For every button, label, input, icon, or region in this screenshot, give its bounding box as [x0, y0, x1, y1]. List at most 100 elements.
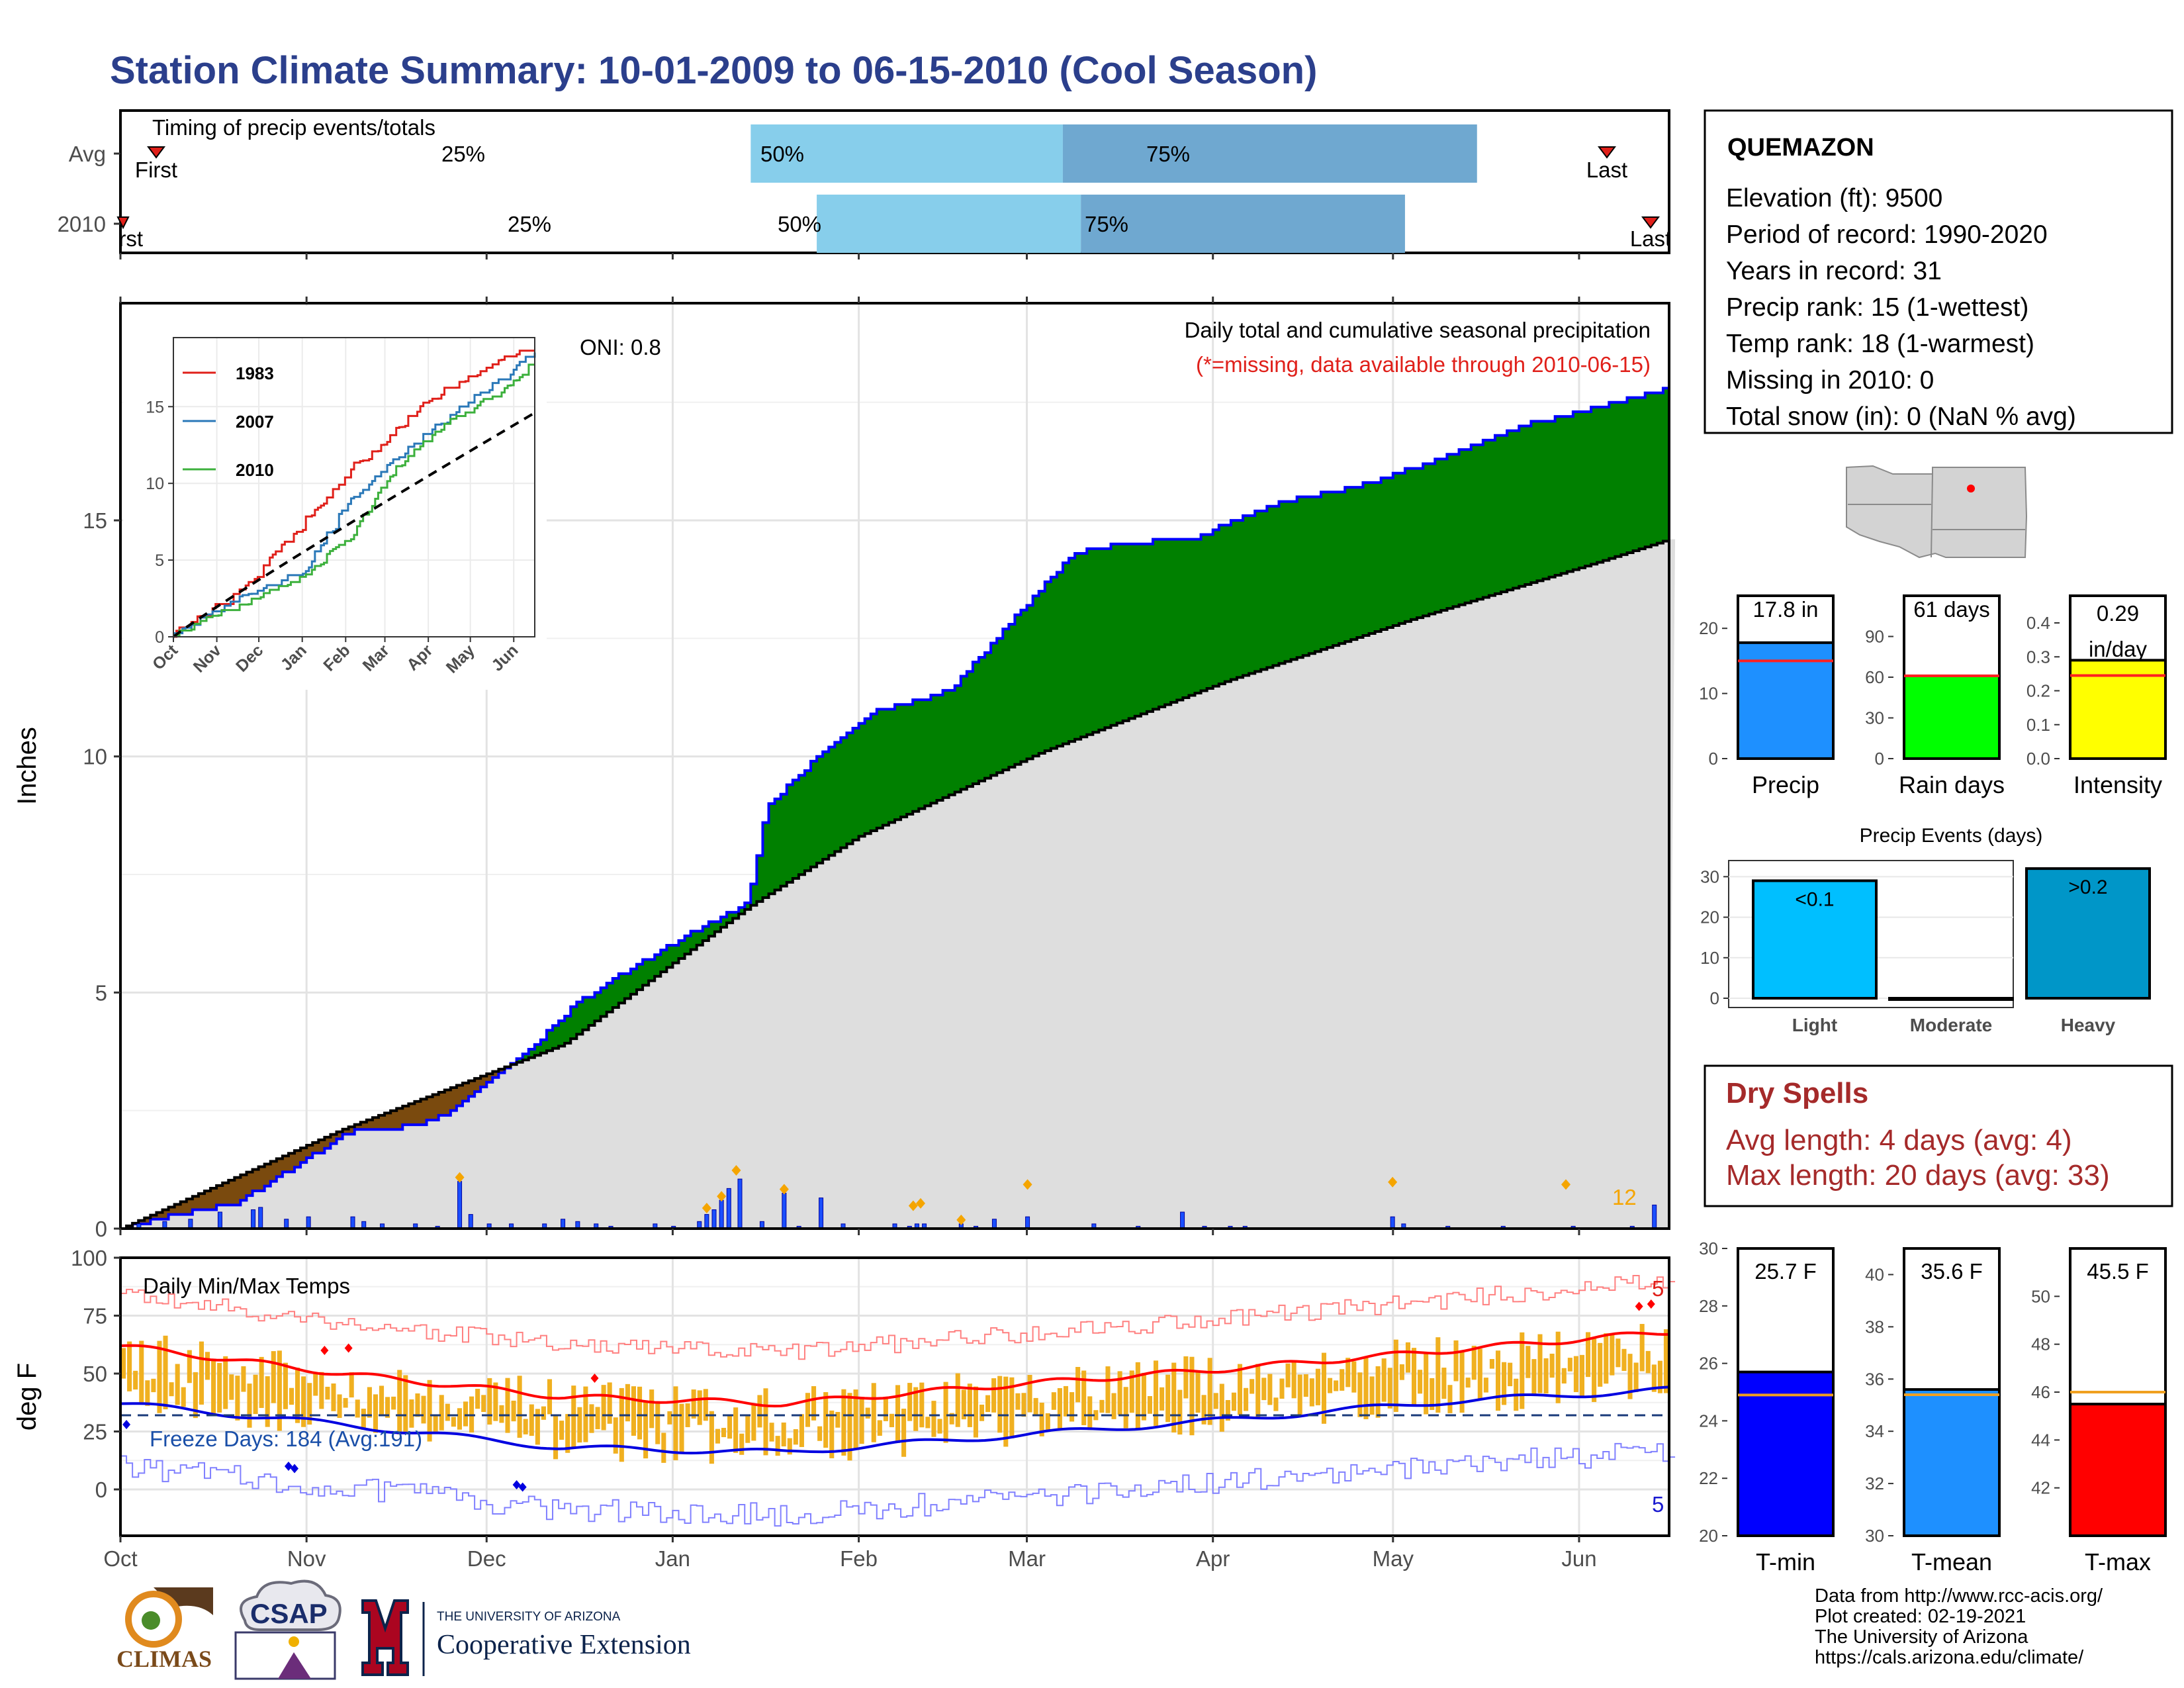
surplus-area: [1165, 539, 1171, 705]
daily-temp-bar: [829, 1410, 835, 1458]
surplus-area: [1153, 539, 1160, 710]
temp-summary-value-bar: [1903, 1388, 2001, 1537]
surplus-area: [576, 1002, 583, 1035]
surplus-area: [624, 973, 631, 999]
surplus-area: [997, 638, 1003, 773]
temp-summary-value-label: 25.7 F: [1754, 1259, 1817, 1284]
daily-temp-bar: [1639, 1324, 1645, 1372]
deficit-area: [420, 1099, 428, 1125]
daily-temp-bar: [1453, 1340, 1459, 1382]
surplus-area: [594, 992, 602, 1021]
temp-frame: [119, 1256, 1670, 1537]
surplus-area: [852, 727, 860, 840]
inset-frame: [173, 337, 535, 637]
snow-marker: [1023, 1179, 1032, 1190]
daily-temp-bar: [1303, 1374, 1308, 1397]
deficit-area: [204, 1191, 211, 1210]
surplus-area: [1032, 596, 1040, 757]
daily-precip-bar: [1180, 1211, 1185, 1229]
deficit-area: [498, 1069, 505, 1073]
daily-temp-bar: [601, 1385, 606, 1430]
temp-summary-tick-label: 42: [2031, 1478, 2050, 1498]
daily-temp-bar: [1141, 1373, 1146, 1421]
surplus-area: [1531, 421, 1537, 583]
daily-temp-bar: [1321, 1352, 1327, 1424]
daily-temp-bar: [457, 1408, 462, 1430]
footer-line: The University of Arizona: [1815, 1626, 2028, 1648]
daily-temp-bar: [1255, 1364, 1261, 1419]
observed-cumulative-line: [120, 387, 1669, 1230]
daily-temp-bar: [1592, 1338, 1597, 1402]
surplus-area: [901, 704, 907, 818]
daily-temp-bar: [1561, 1368, 1567, 1383]
daily-temp-bar: [1231, 1392, 1236, 1411]
daily-precip-bar: [719, 1199, 724, 1229]
surplus-area: [1417, 468, 1424, 618]
daily-temp-bar: [1063, 1385, 1069, 1417]
surplus-area: [817, 756, 823, 863]
inset-lines: [172, 350, 536, 638]
record-high-marker: [344, 1343, 353, 1353]
station-frame: [1704, 109, 2173, 434]
deficit-area: [186, 1199, 193, 1215]
daily-temp-bar: [913, 1387, 919, 1431]
surplus-area: [1519, 426, 1525, 586]
deficit-area: [306, 1145, 313, 1158]
surplus-area: [702, 926, 709, 941]
daily-temp-bar: [1117, 1371, 1122, 1415]
deficit-area: [312, 1142, 319, 1153]
daily-temp-bar: [1105, 1366, 1111, 1413]
daily-temp-bar: [385, 1397, 390, 1418]
surplus-area: [546, 1030, 553, 1051]
average-cumulative-line: [120, 539, 1670, 1230]
daily-temp-bar: [865, 1407, 870, 1419]
precip-y-tick-label: 0: [95, 1217, 107, 1241]
station-box: QUEMAZON Elevation (ft): 9500 Period of …: [1704, 109, 2173, 434]
surplus-area: [1435, 459, 1441, 612]
surplus-area: [1404, 468, 1412, 622]
daily-temp-bar: [553, 1415, 559, 1460]
daily-temp-bar: [193, 1372, 198, 1419]
deficit-area: [475, 1078, 481, 1092]
deficit-area: [336, 1131, 343, 1139]
precip-panel: 0 5 10 15 Inches ONI: 0.8 Daily total and c…: [13, 253, 1676, 1241]
daily-temp-bar: [283, 1362, 288, 1409]
daily-temp-bar: [703, 1389, 708, 1421]
daily-precip-bar: [1390, 1216, 1395, 1229]
daily-temp-bar: [841, 1389, 846, 1456]
surplus-area: [907, 704, 913, 814]
deficit-area: [379, 1115, 385, 1130]
daily-temp-bar: [1087, 1396, 1093, 1430]
surplus-area: [1159, 539, 1165, 707]
surplus-area: [1627, 397, 1634, 553]
snow-marker: [717, 1191, 727, 1202]
daily-temp-bar: [679, 1403, 684, 1454]
daily-temp-bar: [1154, 1360, 1159, 1426]
oni-label: ONI: 0.8: [580, 335, 661, 359]
surplus-area: [655, 955, 661, 976]
surplus-area: [684, 935, 692, 955]
daily-temp-bar: [1045, 1413, 1050, 1431]
average-cumulative-area: [120, 539, 1676, 1229]
record-high-marker: [590, 1374, 599, 1383]
station-line: Precip rank: 15 (1-wettest): [1726, 293, 2028, 322]
daily-temp-bar: [991, 1378, 997, 1413]
summary-tick-label: 0.4: [2026, 613, 2050, 633]
daily-temp-bar: [445, 1403, 450, 1421]
temp-x-tick-label: May: [1373, 1546, 1414, 1571]
daily-temp-bar: [793, 1429, 798, 1445]
timing-avg-first-marker: [147, 146, 165, 159]
daily-temp-bar: [397, 1370, 402, 1434]
timing-bar-q25-q50: [751, 124, 1063, 183]
deficit-area: [444, 1090, 451, 1115]
deficit-area: [180, 1201, 187, 1215]
daily-temp-bar: [379, 1385, 385, 1416]
daily-temp-bar: [343, 1397, 348, 1408]
daily-temp-bar: [217, 1362, 222, 1413]
daily-temp-bar: [823, 1392, 829, 1448]
inset-y-tick-label: 15: [146, 398, 164, 416]
surplus-area: [931, 695, 937, 804]
summary-tick-label: 0: [1709, 749, 1718, 769]
surplus-area: [1603, 406, 1610, 561]
surplus-area: [1195, 539, 1202, 694]
